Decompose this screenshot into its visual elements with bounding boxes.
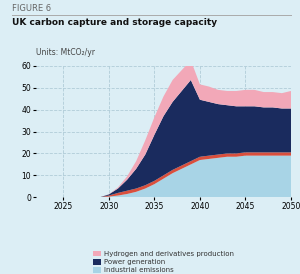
Text: FIGURE 6: FIGURE 6 xyxy=(12,4,51,13)
Legend: Hydrogen and derivatives production, Power generation, Industrial emissions, Ref: Hydrogen and derivatives production, Pow… xyxy=(93,251,234,274)
Text: Units: MtCO₂/yr: Units: MtCO₂/yr xyxy=(36,48,95,56)
Text: UK carbon capture and storage capacity: UK carbon capture and storage capacity xyxy=(12,18,217,27)
